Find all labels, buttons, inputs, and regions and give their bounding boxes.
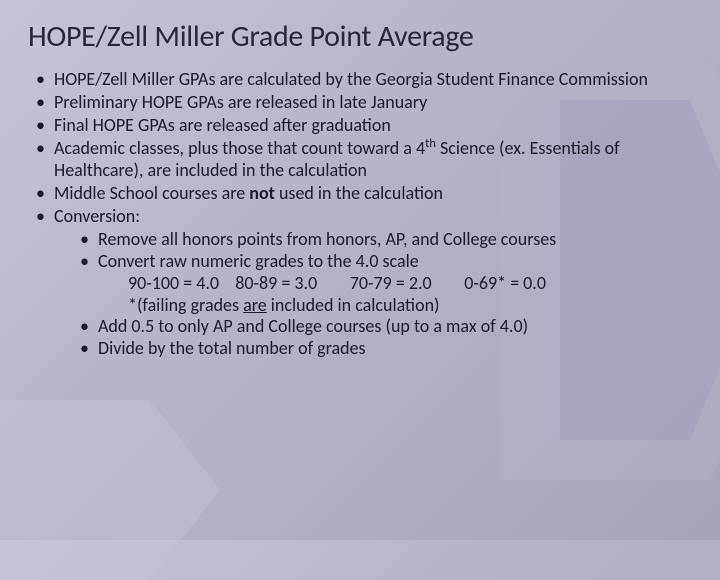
sub-bullet-item: Remove all honors points from honors, AP… xyxy=(80,229,692,251)
underline-text: are xyxy=(243,294,267,316)
bullet-item: Final HOPE GPAs are released after gradu… xyxy=(36,115,692,137)
note-line: *(failing grades are included in calcula… xyxy=(98,295,692,317)
bullet-list: HOPE/Zell Miller GPAs are calculated by … xyxy=(28,69,692,360)
sub-bullet-item: Convert raw numeric grades to the 4.0 sc… xyxy=(80,251,692,317)
text-fragment: Middle School courses are xyxy=(54,182,249,204)
bold-text: not xyxy=(249,182,275,204)
bullet-item: Preliminary HOPE GPAs are released in la… xyxy=(36,92,692,114)
text-fragment: Convert raw numeric grades to the 4.0 sc… xyxy=(98,250,419,272)
scale-line: 90-100 = 4.0 80-89 = 3.0 70-79 = 2.0 0-6… xyxy=(98,273,692,295)
sub-bullet-list: Remove all honors points from honors, AP… xyxy=(54,229,692,361)
text-fragment: included in calculation) xyxy=(267,294,440,316)
slide-title: HOPE/Zell Miller Grade Point Average xyxy=(28,18,692,55)
bullet-item: Conversion: Remove all honors points fro… xyxy=(36,206,692,361)
text-fragment: Academic classes, plus those that count … xyxy=(54,137,425,159)
sub-bullet-item: Divide by the total number of grades xyxy=(80,338,692,360)
bullet-item: Academic classes, plus those that count … xyxy=(36,138,692,182)
text-fragment: *(failing grades xyxy=(128,294,243,316)
superscript: th xyxy=(425,136,436,151)
sub-bullet-item: Add 0.5 to only AP and College courses (… xyxy=(80,316,692,338)
slide-content: HOPE/Zell Miller Grade Point Average HOP… xyxy=(0,0,720,371)
bullet-item: Middle School courses are not used in th… xyxy=(36,183,692,205)
text-fragment: Conversion: xyxy=(54,205,140,227)
bg-chevron-bottom xyxy=(0,400,220,580)
text-fragment: used in the calculation xyxy=(275,182,443,204)
bullet-item: HOPE/Zell Miller GPAs are calculated by … xyxy=(36,69,692,91)
